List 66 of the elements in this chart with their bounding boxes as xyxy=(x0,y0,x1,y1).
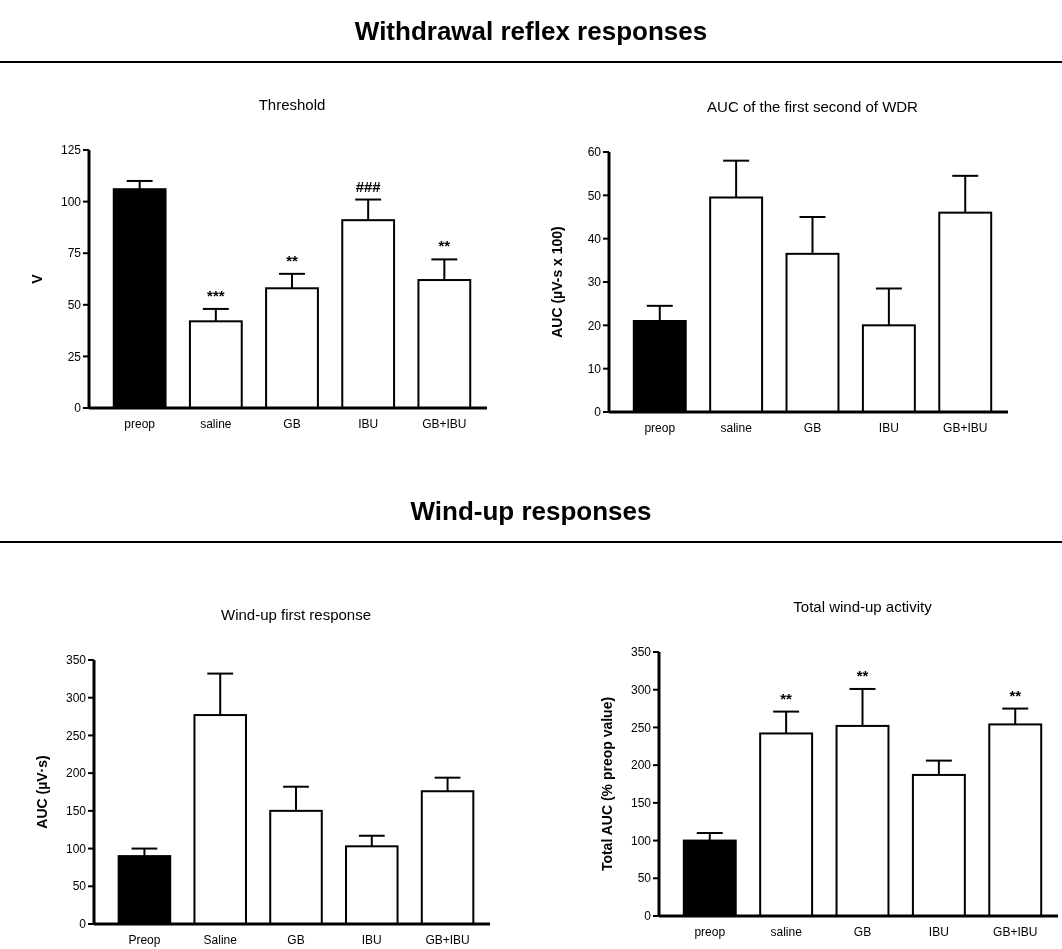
annotation: ** xyxy=(286,251,298,269)
y-tick-label: 60 xyxy=(587,145,602,160)
y-tick-label: 350 xyxy=(65,653,87,668)
annotation: ** xyxy=(1009,686,1022,704)
y-tick-label: 200 xyxy=(630,758,652,773)
y-axis-title: AUC (µV·s) xyxy=(34,755,50,829)
x-tick-label: IBU xyxy=(928,925,949,939)
chart-title: AUC of the first second of WDR xyxy=(707,98,919,115)
y-axis-title: Total AUC (% preop value) xyxy=(599,696,615,872)
y-tick-label: 50 xyxy=(587,188,602,203)
y-tick-label: 200 xyxy=(65,766,87,781)
y-tick-label: 300 xyxy=(65,690,87,705)
y-tick-label: 250 xyxy=(65,728,87,743)
text: Withdrawal reflex responses xyxy=(354,16,708,46)
x-tick-label: GB+IBU xyxy=(425,933,470,947)
y-tick-label: 40 xyxy=(587,231,602,246)
y-axis-title: V xyxy=(29,273,45,284)
y-tick-label: 100 xyxy=(65,841,87,856)
y-tick-label: 300 xyxy=(630,682,652,697)
annotation: *** xyxy=(207,286,225,304)
y-tick-label: 25 xyxy=(67,349,82,364)
annotation: ### xyxy=(355,177,382,195)
y-tick-label: 350 xyxy=(630,645,652,660)
y-tick-label: 0 xyxy=(594,405,602,420)
y-tick-label: 100 xyxy=(60,194,82,209)
annotation: ** xyxy=(780,689,793,707)
y-tick-label: 0 xyxy=(644,909,652,924)
x-tick-label: Preop xyxy=(128,933,161,947)
y-tick-label: 50 xyxy=(72,879,87,894)
x-tick-label: GB+IBU xyxy=(422,417,467,431)
x-tick-label: GB xyxy=(803,421,822,435)
x-tick-label: IBU xyxy=(878,421,899,435)
x-tick-label: Saline xyxy=(203,933,238,947)
chart-title: Threshold xyxy=(258,96,326,113)
x-tick-label: saline xyxy=(770,925,803,939)
y-tick-label: 50 xyxy=(67,298,82,312)
x-tick-label: IBU xyxy=(361,933,382,947)
y-tick-label: 150 xyxy=(65,804,87,819)
x-tick-label: saline xyxy=(200,417,232,431)
x-tick-label: GB xyxy=(283,417,301,431)
x-tick-label: GB xyxy=(853,925,872,939)
y-axis-title: AUC (µV-s x 100) xyxy=(549,226,565,338)
x-tick-label: saline xyxy=(720,421,753,435)
x-tick-label: preop xyxy=(694,925,726,939)
annotation: ** xyxy=(856,666,869,684)
y-tick-label: 30 xyxy=(587,275,602,290)
y-tick-label: 0 xyxy=(74,401,82,416)
y-tick-label: 150 xyxy=(630,796,652,811)
y-tick-label: 50 xyxy=(637,871,652,886)
y-tick-label: 75 xyxy=(67,246,82,261)
x-tick-label: GB+IBU xyxy=(993,925,1038,939)
text: Wind-up responses xyxy=(410,496,652,526)
annotation: ** xyxy=(438,237,451,255)
chart-title: Total wind-up activity xyxy=(793,598,933,615)
chart-title: Wind-up first response xyxy=(220,606,372,623)
x-tick-label: GB+IBU xyxy=(943,421,988,435)
y-tick-label: 250 xyxy=(630,720,652,735)
y-tick-label: 100 xyxy=(630,833,652,848)
x-tick-label: GB xyxy=(287,933,305,947)
y-tick-label: 20 xyxy=(587,318,602,333)
y-tick-label: 10 xyxy=(587,361,602,376)
y-tick-label: 125 xyxy=(60,143,82,158)
x-tick-label: IBU xyxy=(358,417,379,431)
y-tick-label: 0 xyxy=(79,917,87,932)
x-tick-label: preop xyxy=(644,421,676,435)
x-tick-label: preop xyxy=(124,417,156,431)
